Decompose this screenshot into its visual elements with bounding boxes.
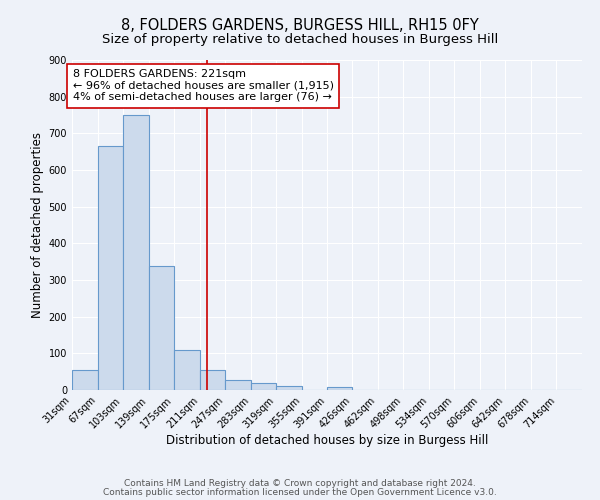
Bar bbox=[276, 386, 302, 390]
Bar bbox=[328, 387, 352, 390]
Text: Contains HM Land Registry data © Crown copyright and database right 2024.: Contains HM Land Registry data © Crown c… bbox=[124, 479, 476, 488]
Text: Contains public sector information licensed under the Open Government Licence v3: Contains public sector information licen… bbox=[103, 488, 497, 497]
Bar bbox=[149, 266, 174, 390]
Bar bbox=[72, 370, 98, 390]
Bar bbox=[123, 115, 149, 390]
X-axis label: Distribution of detached houses by size in Burgess Hill: Distribution of detached houses by size … bbox=[166, 434, 488, 447]
Bar bbox=[200, 370, 225, 390]
Y-axis label: Number of detached properties: Number of detached properties bbox=[31, 132, 44, 318]
Bar bbox=[98, 146, 123, 390]
Bar bbox=[174, 350, 200, 390]
Text: Size of property relative to detached houses in Burgess Hill: Size of property relative to detached ho… bbox=[102, 32, 498, 46]
Bar bbox=[225, 380, 251, 390]
Text: 8 FOLDERS GARDENS: 221sqm
← 96% of detached houses are smaller (1,915)
4% of sem: 8 FOLDERS GARDENS: 221sqm ← 96% of detac… bbox=[73, 69, 334, 102]
Bar bbox=[251, 384, 276, 390]
Text: 8, FOLDERS GARDENS, BURGESS HILL, RH15 0FY: 8, FOLDERS GARDENS, BURGESS HILL, RH15 0… bbox=[121, 18, 479, 32]
